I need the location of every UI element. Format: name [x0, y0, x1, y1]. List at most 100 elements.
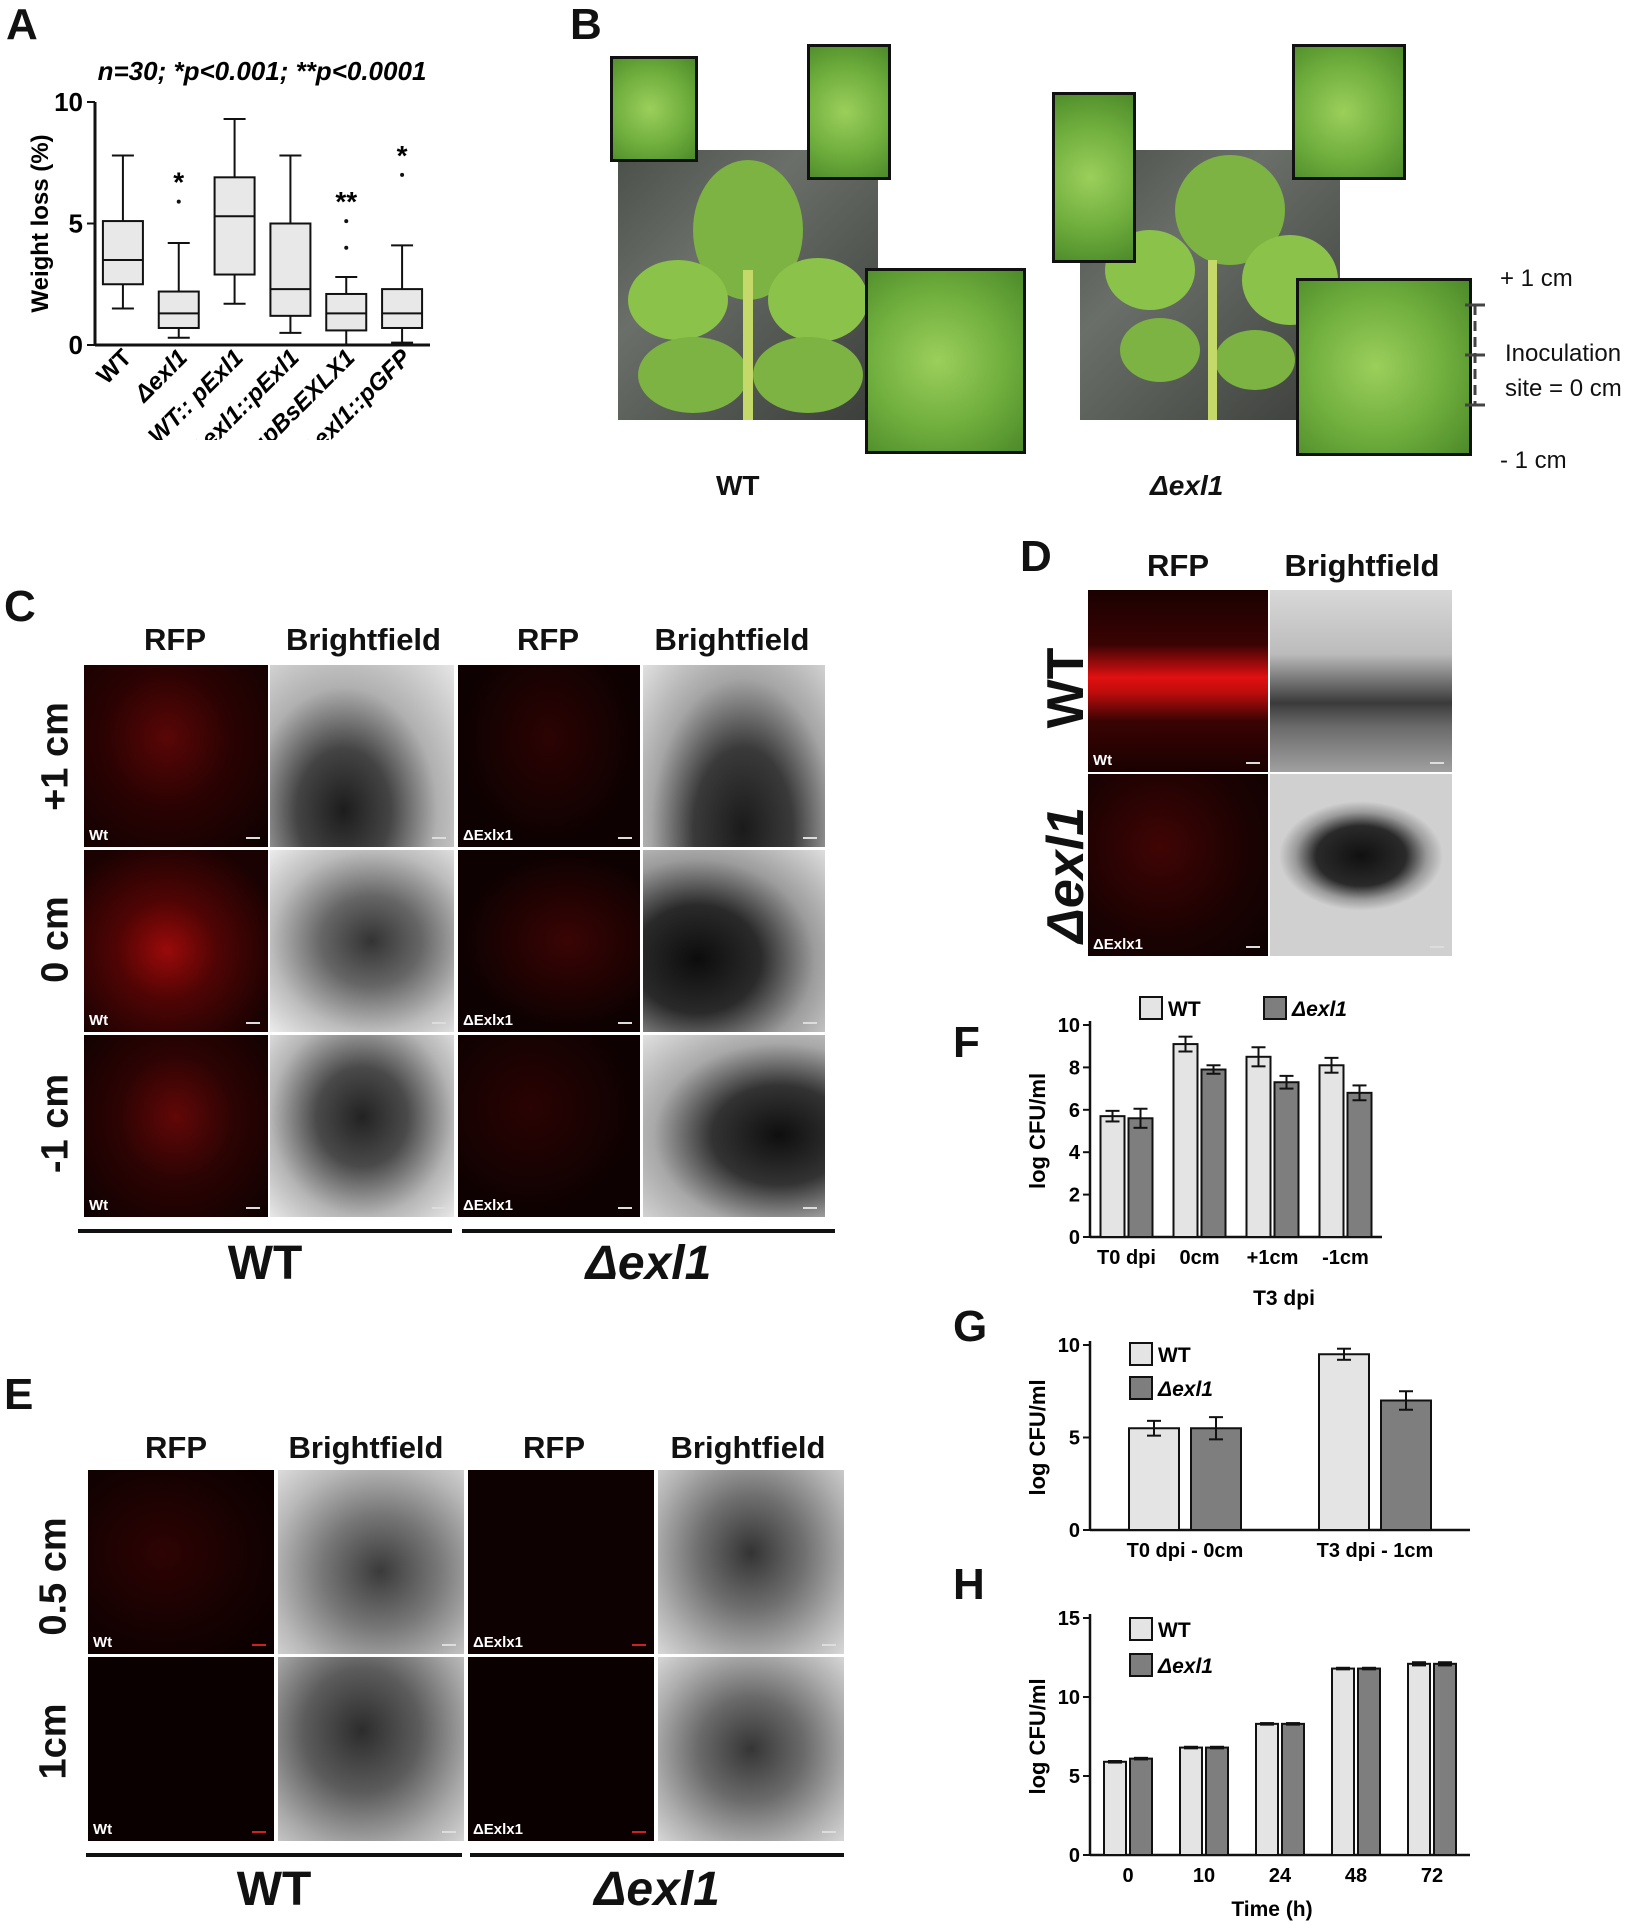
legend-swatch [1129, 1376, 1153, 1400]
image-tag: ΔExlx1 [463, 1012, 513, 1029]
y-axis-label: log CFU/ml [1025, 1678, 1050, 1794]
significance-mark: * [173, 167, 184, 198]
scale-bar [822, 1644, 836, 1646]
scale-bar [632, 1644, 646, 1646]
scale-bar-b [1465, 303, 1485, 407]
chart-f-cfu-positions: 0 2 4 6 8 10 log CFU/ml T0 dpi 0cm +1cm -1cm T3 dpi… [1025, 996, 1382, 1310]
box [101, 220, 144, 286]
scale-mid-label-1: Inoculation [1505, 340, 1622, 367]
y-tick-label: 0 [1069, 1520, 1080, 1542]
x-tick-label: T0 dpi [1097, 1247, 1156, 1269]
c-row-label-3: -1 cm [34, 1073, 77, 1174]
scale-bar [246, 837, 260, 839]
e-row-label-2: 1cm [32, 1703, 75, 1780]
x-tick-label: WT [92, 344, 138, 390]
panel-label-e: E [4, 1370, 34, 1419]
bar-wt [1255, 1722, 1279, 1856]
image-tag: Wt [89, 1012, 109, 1029]
legend-label: Δexl1 [1157, 1655, 1213, 1678]
bar-exl1 [1200, 1068, 1227, 1238]
label-exl1-plant: Δexl1 [1150, 470, 1224, 501]
scale-bar [822, 1831, 836, 1833]
x-tick-label: -1cm [1322, 1247, 1369, 1269]
image-tag: ΔExlx1 [473, 1821, 523, 1838]
scale-bar [618, 837, 632, 839]
box [381, 288, 424, 329]
scale-bar [1430, 762, 1444, 764]
image-tag: Wt [1093, 752, 1113, 769]
image-tag: Wt [89, 1197, 109, 1214]
x-tick-label: 24 [1269, 1865, 1292, 1887]
y-tick-label: 0 [69, 330, 83, 360]
y-axis-label: log CFU/ml [1025, 1073, 1050, 1189]
legend-swatch [1129, 1617, 1153, 1641]
e-rfp-wt-1: Wt [88, 1657, 274, 1841]
y-tick-label: 6 [1069, 1100, 1080, 1122]
c-row-label-1: +1 cm [34, 702, 77, 811]
chart-h-cfu-growth: 0 5 10 15 log CFU/ml 0 10 24 48 72 Time (h) WT Δexl1 [1025, 1608, 1470, 1921]
x-tick-label: T3 dpi - 1cm [1317, 1540, 1434, 1562]
scale-top-label: + 1 cm [1500, 265, 1573, 292]
bar-exl1 [1127, 1117, 1154, 1238]
x-tick-label: +1cm [1247, 1247, 1299, 1269]
c-col-header-2: Brightfield [286, 622, 441, 657]
inset-wt-top-left [610, 56, 698, 162]
scale-bar [803, 1022, 817, 1024]
e-underline-wt [86, 1853, 462, 1857]
c-underline-exl1 [462, 1229, 835, 1233]
scale-bar [252, 1644, 266, 1646]
y-tick-label: 10 [1058, 1687, 1080, 1709]
legend-swatch [1263, 996, 1287, 1020]
image-tag: Wt [93, 1634, 113, 1651]
c-group-label-wt: WT [227, 1237, 303, 1290]
panel-label-b: B [570, 0, 602, 49]
c-rfp-wt-minus1: Wt [84, 1035, 268, 1217]
bar-exl1 [1281, 1722, 1305, 1856]
outlier-point [344, 219, 349, 224]
y-tick-label: 0 [1069, 1227, 1080, 1249]
plant-photo-wt [618, 150, 878, 420]
y-axis-label: log CFU/ml [1025, 1379, 1050, 1495]
scale-bar [442, 1644, 456, 1646]
y-tick-label: 10 [1058, 1015, 1080, 1037]
x-tick-label: 48 [1345, 1865, 1367, 1887]
c-rfp-exl1-plus1: ΔExlx1 [458, 665, 640, 847]
scale-bar [252, 1831, 266, 1833]
bar-wt [1179, 1746, 1203, 1856]
bar-wt [1318, 1353, 1370, 1531]
scale-bar [432, 837, 446, 839]
bar-wt [1245, 1055, 1272, 1238]
y-tick-label: 5 [1069, 1428, 1080, 1450]
bar-exl1 [1190, 1427, 1242, 1531]
label-wt-plant: WT [716, 470, 760, 501]
c-bf-exl1-0 [643, 850, 825, 1032]
x-tick-label: 72 [1421, 1865, 1443, 1887]
scale-bar [1246, 946, 1260, 948]
scale-bar [618, 1207, 632, 1209]
e-bf-wt-05 [278, 1470, 464, 1654]
scale-bar [632, 1831, 646, 1833]
scale-bar [803, 1207, 817, 1209]
c-rfp-exl1-0: ΔExlx1 [458, 850, 640, 1032]
x-axis-label: T3 dpi [1253, 1287, 1315, 1310]
x-tick-label: 10 [1193, 1865, 1215, 1887]
e-bf-exl1-05 [658, 1470, 844, 1654]
scale-bar [1246, 762, 1260, 764]
c-underline-wt [78, 1229, 452, 1233]
c-col-header-1: RFP [144, 622, 206, 657]
c-rfp-wt-plus1: Wt [84, 665, 268, 847]
bar-wt [1128, 1427, 1180, 1531]
bar-exl1 [1205, 1746, 1229, 1856]
inset-exl1-bottom [1296, 278, 1472, 456]
y-tick-label: 0 [1069, 1845, 1080, 1867]
scale-bar [618, 1022, 632, 1024]
e-bf-wt-1 [278, 1657, 464, 1841]
box [325, 292, 368, 332]
bar-exl1 [1273, 1081, 1300, 1238]
y-axis-label: Weight loss (%) [27, 134, 54, 312]
chart-title: n=30; *p<0.001; **p<0.0001 [98, 56, 427, 86]
scale-bar [432, 1207, 446, 1209]
box [269, 222, 312, 317]
e-rfp-exl1-05: ΔExlx1 [468, 1470, 654, 1654]
y-tick-label: 8 [1069, 1057, 1080, 1079]
